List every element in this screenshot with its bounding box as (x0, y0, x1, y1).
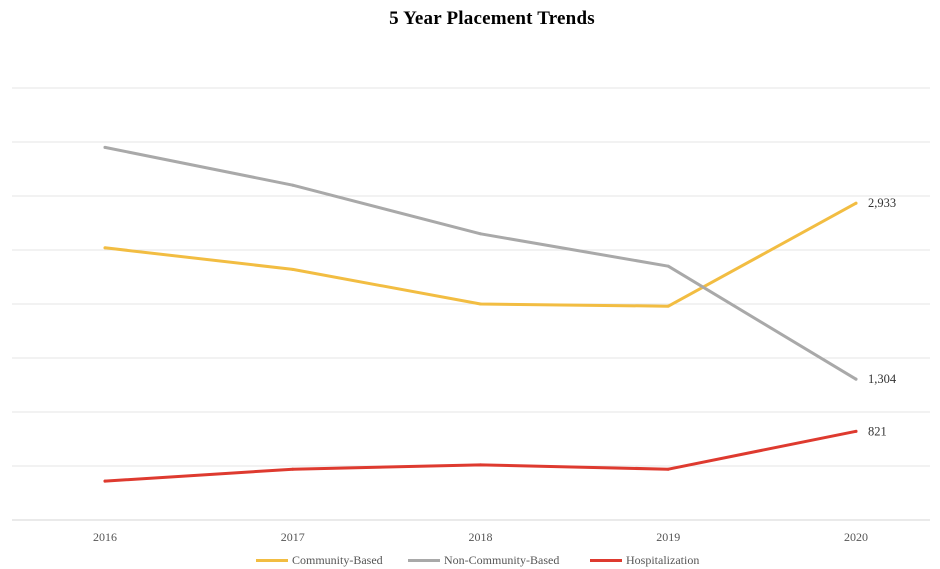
series-line (103, 145, 858, 381)
series-line (103, 429, 858, 483)
legend-swatch (256, 558, 288, 562)
data-point (854, 201, 858, 205)
data-point (479, 232, 482, 236)
legend-swatch (408, 558, 440, 562)
data-point (103, 145, 107, 149)
data-point (479, 463, 482, 467)
data-point (103, 246, 107, 250)
x-tick-label: 2020 (844, 530, 868, 544)
data-point (666, 264, 670, 268)
legend-label: Hospitalization (626, 552, 700, 567)
data-point (479, 302, 482, 306)
legend-label: Community-Based (292, 552, 383, 567)
series-line (103, 201, 858, 308)
legend-swatch (590, 558, 622, 562)
legend-label: Non-Community-Based (444, 552, 560, 567)
data-point (666, 304, 670, 308)
x-tick-label: 2019 (656, 530, 680, 544)
x-tick-label: 2018 (469, 530, 493, 544)
gridlines (12, 87, 930, 521)
data-point (666, 467, 670, 471)
data-point (291, 467, 295, 471)
data-label: 2,933 (868, 196, 896, 210)
data-point (291, 267, 295, 271)
series-lines (103, 145, 858, 483)
x-tick-label: 2017 (281, 530, 305, 544)
x-tick-label: 2016 (93, 530, 117, 544)
legend-item: Non-Community-Based (408, 551, 559, 569)
data-label: 821 (868, 424, 887, 438)
data-label: 1,304 (868, 372, 897, 386)
data-labels: 2,933 1,304 821 (868, 196, 897, 438)
data-point (103, 479, 107, 483)
x-axis-tick-labels: 2016 2017 2018 2019 2020 (93, 530, 868, 544)
chart-title: 5 Year Placement Trends (389, 8, 595, 29)
data-point (854, 377, 858, 381)
data-point (854, 429, 858, 433)
legend-item: Hospitalization (590, 551, 699, 569)
data-point (291, 183, 295, 187)
legend-item: Community-Based (256, 551, 383, 569)
chart-legend: Community-Based Non-Community-Based Hospit… (0, 551, 940, 569)
